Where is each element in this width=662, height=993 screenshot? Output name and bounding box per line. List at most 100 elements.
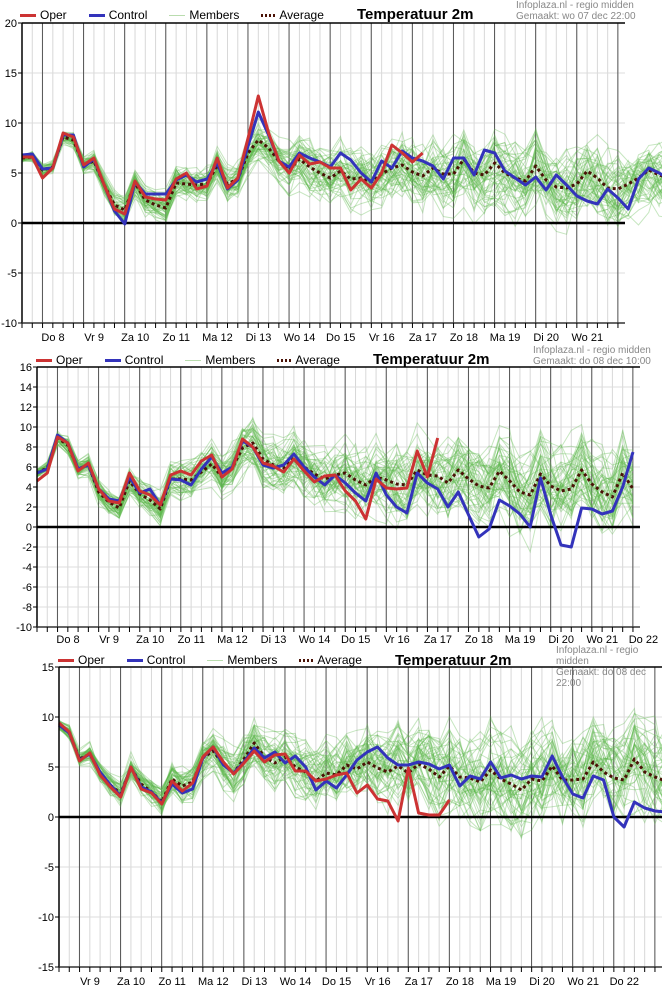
member-line: [36, 431, 634, 520]
oper-swatch-icon: [20, 13, 36, 17]
member-line: [58, 723, 662, 825]
legend-oper-label: Oper: [56, 353, 83, 367]
y-tick-label: -8: [22, 602, 32, 614]
x-tick-label: Di 13: [261, 634, 287, 646]
y-tick-label: -2: [22, 542, 32, 554]
member-line: [36, 430, 634, 520]
y-tick-label: 14: [20, 382, 32, 394]
chart-1-legend: Oper Control Members Average: [20, 8, 346, 22]
x-tick-label: Vr 16: [384, 634, 410, 646]
x-tick-label: Vr 9: [99, 634, 119, 646]
members-swatch-icon: [169, 14, 186, 16]
chart-1-title: Temperatuur 2m: [357, 6, 474, 23]
member-line: [58, 726, 662, 832]
chart-2-credit-made: Gemaakt: do 08 dec 10:00: [533, 356, 651, 367]
legend-control: Control: [104, 353, 163, 367]
oper-swatch-icon: [36, 358, 52, 362]
x-tick-label: Vr 9: [80, 976, 100, 988]
member-line: [58, 712, 662, 813]
member-line: [36, 434, 634, 519]
member-line: [58, 715, 662, 800]
member-line: [58, 725, 662, 808]
legend-oper: Oper: [58, 653, 105, 667]
x-tick-label: Za 10: [136, 634, 164, 646]
oper-line: [36, 435, 440, 521]
chart-1-credit: Infoplaza.nl - regio midden Gemaakt: wo …: [516, 0, 636, 22]
control-swatch-icon: [126, 658, 143, 662]
average-swatch-icon: [299, 658, 314, 662]
member-line: [58, 725, 662, 815]
y-tick-label: -15: [38, 962, 54, 974]
y-tick-label: 4: [26, 482, 32, 494]
legend-average: Average: [299, 653, 362, 667]
legend-average: Average: [261, 8, 324, 22]
chart-2-plot: 16 14 12 10 8 6 4 2 0 -2 -4 -6 -8 -10 Do 8 Vr 9 Za 10 Zo …: [16, 362, 658, 646]
x-tick-label: Do 8: [56, 634, 79, 646]
members-swatch-icon: [185, 359, 202, 361]
x-tick-label: Za 10: [117, 976, 145, 988]
chart-1-credit-source: Infoplaza.nl - regio midden: [516, 0, 634, 11]
oper-swatch-icon: [58, 658, 74, 662]
chart-3-title: Temperatuur 2m: [395, 652, 512, 669]
legend-members: Members: [207, 653, 277, 667]
member-line: [58, 712, 662, 829]
member-line: [58, 721, 662, 827]
legend-members: Members: [169, 8, 239, 22]
y-tick-label: 20: [5, 18, 17, 30]
member-line: [36, 417, 634, 522]
member-line: [36, 428, 634, 520]
x-tick-label: Wo 21: [567, 976, 599, 988]
member-line: [21, 134, 662, 228]
x-tick-label: Wo 14: [299, 634, 331, 646]
x-tick-label: Ma 19: [490, 332, 521, 344]
chart-2-title: Temperatuur 2m: [373, 351, 490, 368]
member-line: [58, 725, 662, 828]
x-tick-label: Za 17: [424, 634, 452, 646]
member-line: [58, 721, 662, 813]
legend-members-label: Members: [205, 353, 256, 367]
legend-oper-label: Oper: [78, 653, 105, 667]
member-line: [58, 718, 662, 827]
oper-line: [58, 721, 451, 823]
members-series: [58, 707, 662, 841]
member-line: [36, 421, 634, 529]
member-line: [36, 431, 634, 525]
member-line: [58, 721, 662, 811]
chart-3-credit-made: Gemaakt: do 08 dec 22:00: [556, 667, 647, 689]
legend-control: Control: [126, 653, 186, 667]
average-swatch-icon: [277, 358, 292, 362]
chart-2-legend: Oper Control Members Average: [36, 353, 362, 367]
legend-average-label: Average: [279, 8, 324, 22]
legend-control-label: Control: [146, 653, 186, 667]
x-tick-label: Ma 12: [202, 332, 233, 344]
member-line: [58, 717, 662, 800]
member-line: [58, 729, 662, 824]
member-line: [58, 721, 662, 819]
chart-2-credit-source: Infoplaza.nl - regio midden: [533, 345, 651, 356]
member-line: [21, 121, 662, 208]
member-line: [21, 137, 662, 218]
y-tick-label: 5: [48, 762, 54, 774]
x-tick-label: Za 17: [409, 332, 437, 344]
legend-average-label: Average: [317, 653, 362, 667]
member-line: [36, 434, 634, 526]
member-line: [58, 722, 662, 814]
member-line: [36, 439, 634, 523]
x-tick-label: Za 17: [405, 976, 433, 988]
y-tick-label: -4: [22, 562, 32, 574]
y-tick-label: 5: [11, 168, 17, 180]
y-tick-label: 16: [20, 362, 32, 374]
y-tick-label: -5: [44, 862, 54, 874]
x-tick-label: Vr 9: [84, 332, 104, 344]
member-line: [36, 422, 634, 514]
oper-line: [22, 94, 424, 216]
y-tick-label: -6: [22, 582, 32, 594]
x-tick-label: Zo 11: [163, 332, 190, 344]
member-line: [36, 427, 634, 503]
x-tick-label: Wo 21: [572, 332, 604, 344]
member-line: [58, 707, 662, 799]
member-line: [58, 719, 662, 811]
chart-2: 16 14 12 10 8 6 4 2 0 -2 -4 -6 -8 -10 Do 8 Vr 9 Za 10 Zo …: [0, 345, 662, 650]
legend-members-label: Members: [189, 8, 240, 22]
member-line: [36, 429, 634, 536]
